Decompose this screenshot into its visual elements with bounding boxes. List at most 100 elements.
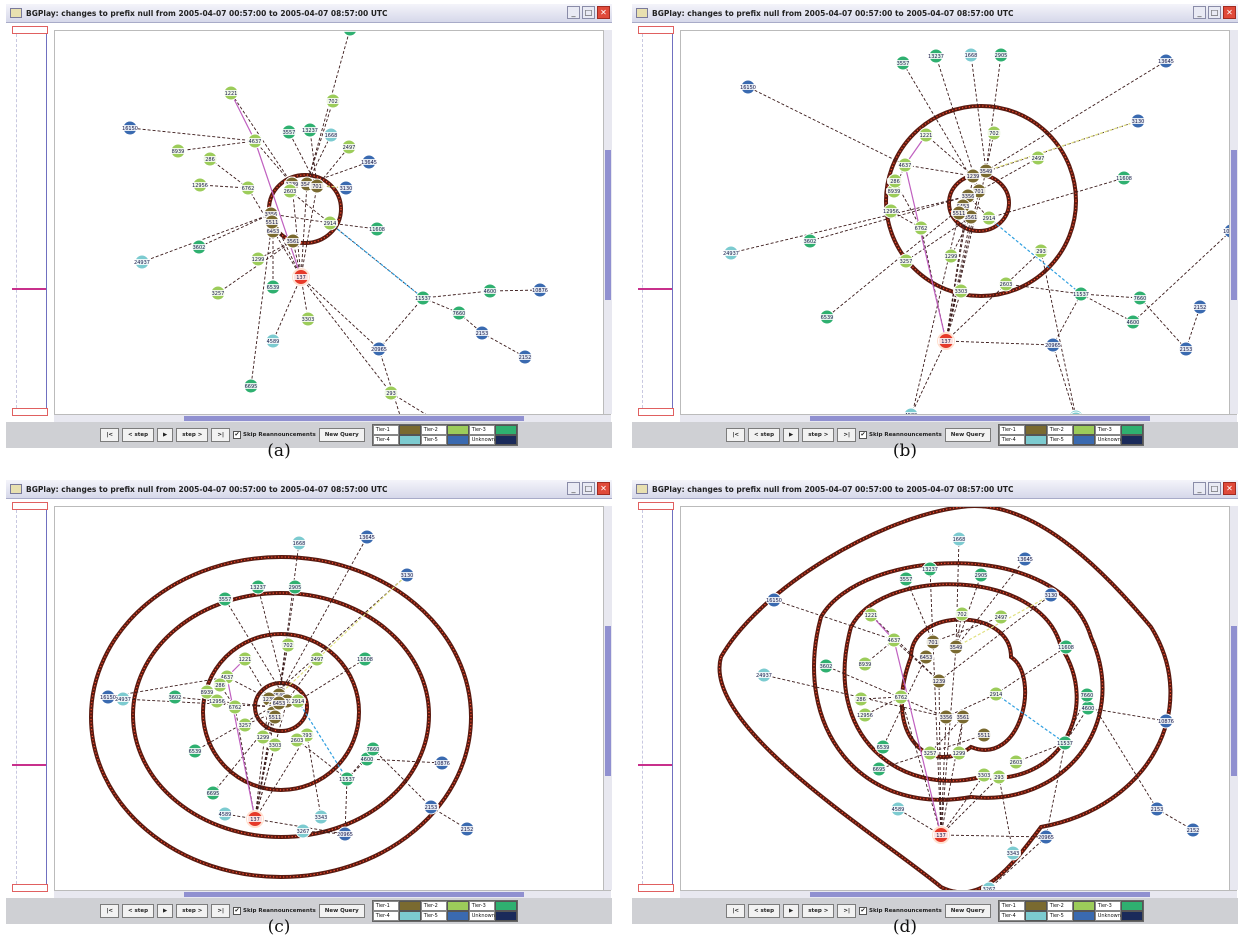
as-node[interactable]: 10876 (1158, 713, 1174, 729)
as-node[interactable]: 3130 (1043, 587, 1059, 603)
as-node[interactable]: 24937 (115, 691, 131, 707)
as-node[interactable]: 2153 (1149, 801, 1165, 817)
timeline-event-mark[interactable] (638, 764, 672, 766)
as-node[interactable]: 13645 (359, 529, 375, 545)
as-node[interactable]: 16150 (100, 689, 116, 705)
as-node[interactable]: 3561 (955, 709, 971, 725)
as-node[interactable]: 2603 (289, 732, 305, 748)
as-node[interactable]: 1668 (291, 535, 307, 551)
as-node[interactable]: 1239 (965, 168, 981, 184)
as-node[interactable]: 11537 (339, 771, 355, 787)
as-node[interactable]: 13237 (250, 579, 266, 595)
step-forward-button[interactable]: step > (802, 428, 835, 442)
as-node[interactable]: 6539 (875, 739, 891, 755)
timeline-event-mark[interactable] (638, 288, 672, 290)
as-node[interactable]: 11537 (415, 290, 431, 306)
as-node[interactable]: 6695 (205, 785, 221, 801)
horizontal-scrollbar[interactable] (680, 890, 1237, 898)
new-query-button[interactable]: New Query (318, 428, 365, 442)
as-node[interactable]: 3267 (981, 881, 997, 891)
timeline[interactable] (638, 502, 674, 892)
horizontal-scrollbar[interactable] (54, 414, 611, 422)
step-forward-button[interactable]: step > (176, 428, 209, 442)
as-node[interactable]: 16150 (766, 592, 782, 608)
as-node[interactable]: 11608 (1058, 639, 1074, 655)
as-node[interactable]: 2905 (287, 579, 303, 595)
as-node[interactable]: 8939 (857, 656, 873, 672)
as-node[interactable]: 16150 (122, 120, 138, 136)
as-node[interactable]: 10876 (434, 755, 450, 771)
play-button[interactable]: ▶ (157, 904, 174, 918)
as-node[interactable]: 20965 (337, 826, 353, 842)
skip-reannouncements-checkbox[interactable]: ✔ Skip Reannouncements (232, 907, 316, 915)
as-node[interactable]: 293 (991, 769, 1007, 785)
as-node[interactable]: 20965 (371, 341, 387, 357)
timeline[interactable] (12, 26, 48, 416)
maximize-button[interactable]: □ (1208, 6, 1221, 19)
as-node[interactable]: 1221 (918, 127, 934, 143)
as-node[interactable]: 4637 (897, 157, 913, 173)
as-node[interactable]: 3557 (895, 55, 911, 71)
as-node[interactable]: 137 (932, 826, 950, 844)
close-button[interactable]: ✕ (597, 6, 610, 19)
as-node[interactable]: 3257 (922, 745, 938, 761)
as-node[interactable]: 3130 (399, 567, 415, 583)
as-node[interactable]: 6762 (913, 220, 929, 236)
as-node[interactable]: 1668 (951, 531, 967, 547)
as-node[interactable]: 2153 (423, 799, 439, 815)
as-node[interactable]: 3343 (1005, 845, 1021, 861)
step-back-button[interactable]: < step (121, 428, 155, 442)
as-node[interactable]: 1299 (943, 248, 959, 264)
as-node[interactable]: 5511 (951, 205, 967, 221)
as-node[interactable]: 286 (887, 173, 903, 189)
as-node[interactable]: 1668 (323, 127, 339, 143)
as-node[interactable]: 702 (954, 606, 970, 622)
as-node[interactable]: 3557 (281, 124, 297, 140)
as-node[interactable]: 3267 (295, 823, 311, 839)
as-node[interactable]: 1221 (237, 651, 253, 667)
as-node[interactable]: 2497 (341, 139, 357, 155)
as-node[interactable]: 3602 (191, 239, 207, 255)
scroll-thumb[interactable] (605, 150, 611, 300)
as-node[interactable]: 3549 (948, 639, 964, 655)
horizontal-scrollbar[interactable] (54, 890, 611, 898)
as-graph[interactable]: 1373549701123933563561645355112914122170… (681, 31, 1229, 415)
minimize-button[interactable]: _ (567, 6, 580, 19)
as-node[interactable]: 3602 (167, 689, 183, 705)
as-node[interactable]: 7660 (365, 741, 381, 757)
as-node[interactable]: 4600 (1125, 314, 1141, 330)
as-node[interactable]: 11537 (1057, 735, 1073, 751)
skip-reannouncements-checkbox[interactable]: ✔ Skip Reannouncements (858, 907, 942, 915)
as-node[interactable]: 3130 (338, 180, 354, 196)
as-node[interactable]: 702 (986, 125, 1002, 141)
new-query-button[interactable]: New Query (318, 904, 365, 918)
as-node[interactable]: 2497 (1030, 150, 1046, 166)
as-node[interactable]: 24937 (134, 254, 150, 270)
maximize-button[interactable]: □ (582, 6, 595, 19)
as-node[interactable]: 2914 (322, 215, 338, 231)
vertical-scrollbar[interactable] (603, 30, 612, 414)
as-node[interactable]: 3602 (818, 658, 834, 674)
scroll-thumb[interactable] (184, 416, 524, 421)
as-node[interactable]: 1299 (255, 729, 271, 745)
maximize-button[interactable]: □ (582, 482, 595, 495)
as-node[interactable]: 13645 (1158, 53, 1174, 69)
first-button[interactable]: |< (100, 428, 119, 442)
as-node[interactable]: 5511 (976, 727, 992, 743)
last-button[interactable]: >| (837, 428, 856, 442)
scroll-thumb[interactable] (810, 416, 1150, 421)
first-button[interactable]: |< (726, 904, 745, 918)
as-node[interactable]: 1239 (931, 673, 947, 689)
as-node[interactable]: 4637 (247, 133, 263, 149)
close-button[interactable]: ✕ (1223, 6, 1236, 19)
timeline[interactable] (638, 26, 674, 416)
as-node[interactable]: 6539 (265, 279, 281, 295)
as-node[interactable]: 1221 (863, 607, 879, 623)
as-node[interactable]: 293 (383, 385, 399, 401)
as-node[interactable]: 2153 (474, 325, 490, 341)
scroll-thumb[interactable] (605, 626, 611, 776)
as-node[interactable]: 24937 (723, 245, 739, 261)
graph-canvas[interactable]: 137 3549 701 1239 3356 3561 6453 5511 2914 1221 70… (680, 506, 1229, 891)
as-node[interactable]: 7660 (451, 305, 467, 321)
as-node[interactable]: 8939 (170, 143, 186, 159)
